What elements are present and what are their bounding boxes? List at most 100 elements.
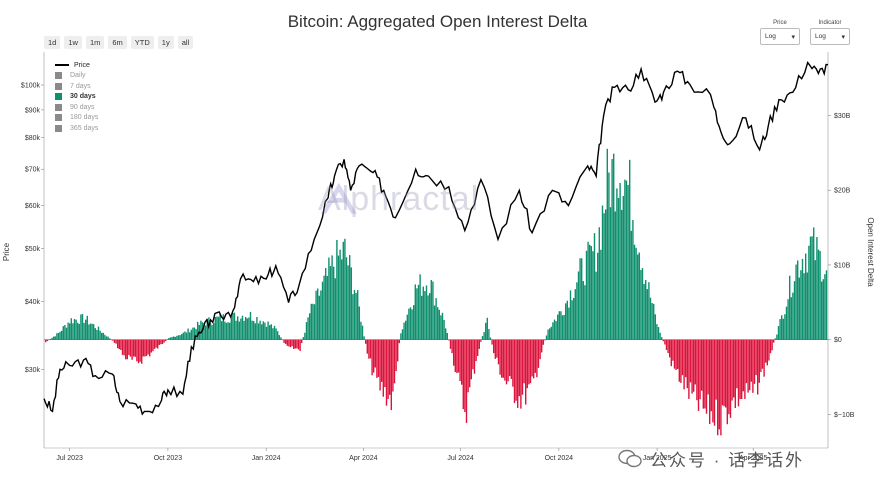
oi-delta-bar-negative	[478, 339, 480, 349]
oi-delta-bar-positive	[659, 332, 661, 340]
y-right-tick-label: $−10B	[834, 412, 855, 419]
oi-delta-bar-positive	[411, 309, 413, 340]
oi-delta-bar-negative	[142, 339, 144, 357]
oi-delta-bar-negative	[683, 339, 685, 390]
oi-delta-bar-positive	[270, 324, 272, 340]
oi-delta-bar-negative	[664, 339, 666, 345]
oi-delta-bar-positive	[587, 241, 589, 340]
oi-delta-bar-positive	[584, 285, 586, 340]
oi-delta-bar-positive	[801, 258, 804, 340]
oi-delta-bar-negative	[113, 339, 116, 343]
oi-delta-bar-negative	[480, 339, 482, 342]
oi-delta-bar-positive	[805, 253, 807, 340]
oi-delta-bar-positive	[784, 314, 786, 340]
oi-delta-bar-positive	[400, 333, 402, 340]
oi-delta-bar-positive	[280, 337, 282, 340]
oi-delta-bar-positive	[339, 249, 341, 340]
oi-delta-bar-negative	[760, 339, 762, 372]
chevron-down-icon: ▾	[841, 33, 845, 41]
oi-delta-bar-positive	[243, 320, 245, 340]
range-button-1y[interactable]: 1y	[157, 36, 174, 49]
oi-delta-bar-positive	[56, 333, 58, 340]
oi-delta-bar-positive	[305, 322, 308, 340]
oi-delta-bar-negative	[705, 339, 708, 414]
oi-delta-bar-positive	[808, 245, 810, 340]
oi-delta-bar-positive	[88, 324, 90, 340]
oi-delta-bar-positive	[261, 324, 263, 340]
oi-delta-bar-positive	[249, 311, 252, 340]
oi-delta-bar-negative	[120, 339, 122, 351]
oi-delta-bar-positive	[200, 320, 202, 340]
legend-item-daily[interactable]: Daily	[55, 71, 98, 82]
oi-delta-bar-negative	[395, 339, 397, 372]
oi-delta-bar-positive	[483, 332, 485, 340]
oi-delta-bar-negative	[149, 339, 151, 357]
legend-item-30-days[interactable]: 30 days	[55, 92, 98, 103]
oi-delta-bar-negative	[542, 339, 544, 345]
oi-delta-bar-negative	[673, 339, 676, 369]
oi-delta-bar-positive	[635, 247, 637, 340]
oi-delta-bar-positive	[89, 323, 92, 340]
range-button-all[interactable]: all	[177, 36, 194, 49]
oi-delta-bar-positive	[638, 252, 640, 340]
oi-delta-bar-negative	[757, 339, 759, 395]
oi-delta-bar-positive	[401, 329, 404, 340]
oi-delta-bar-negative	[457, 339, 460, 373]
legend-item-7-days[interactable]: 7 days	[55, 81, 98, 92]
oi-delta-bar-positive	[269, 325, 271, 340]
oi-delta-bar-positive	[216, 316, 218, 340]
range-button-ytd[interactable]: YTD	[130, 36, 154, 49]
range-selector: 1d 1w 1m 6m YTD 1y all	[44, 36, 194, 49]
oi-delta-bar-positive	[350, 267, 352, 340]
oi-delta-bar-positive	[624, 179, 626, 340]
oi-delta-bar-negative	[45, 339, 47, 343]
oi-delta-bar-positive	[169, 337, 172, 340]
range-button-1w[interactable]: 1w	[64, 36, 82, 49]
legend-item-180-days[interactable]: 180 days	[55, 113, 98, 124]
indicator-scale-dropdown[interactable]: Log ▾	[810, 28, 850, 45]
oi-delta-bar-negative	[736, 339, 738, 389]
oi-delta-bar-positive	[421, 295, 423, 340]
oi-delta-bar-negative	[709, 339, 711, 425]
oi-delta-bar-positive	[307, 317, 309, 340]
oi-delta-bar-negative	[681, 339, 684, 376]
legend-label: Daily	[70, 72, 86, 80]
oi-delta-bar-positive	[341, 259, 343, 340]
range-button-1d[interactable]: 1d	[44, 36, 61, 49]
oi-delta-bar-positive	[363, 336, 365, 340]
oi-delta-bar-negative	[721, 339, 724, 406]
legend-item-365-days[interactable]: 365 days	[55, 123, 98, 134]
oi-delta-bar-negative	[729, 339, 732, 418]
range-button-1m[interactable]: 1m	[85, 36, 105, 49]
y-left-tick-label: $90k	[25, 107, 41, 114]
oi-delta-bar-negative	[366, 339, 368, 354]
oi-delta-bar-positive	[256, 317, 258, 340]
legend-item-price[interactable]: Price	[55, 60, 98, 71]
oi-delta-bar-positive	[803, 273, 805, 340]
oi-delta-bar-negative	[737, 339, 740, 407]
oi-delta-bar-negative	[125, 339, 127, 360]
oi-delta-bar-negative	[520, 339, 522, 409]
oi-delta-bar-positive	[611, 159, 613, 340]
legend-item-90-days[interactable]: 90 days	[55, 102, 98, 113]
oi-delta-bar-negative	[507, 339, 509, 382]
oi-delta-bar-positive	[353, 289, 356, 340]
oi-delta-bar-positive	[779, 319, 781, 340]
y-left-tick-label: $100k	[21, 83, 41, 90]
oi-delta-bar-negative	[296, 339, 298, 349]
oi-delta-bar-negative	[536, 339, 538, 378]
oi-delta-bar-negative	[283, 339, 285, 343]
oi-delta-bar-positive	[262, 321, 264, 340]
oi-delta-bar-negative	[469, 339, 471, 388]
oi-delta-bar-positive	[62, 326, 64, 340]
x-tick-label: Apr 2025	[739, 455, 768, 462]
oi-delta-bar-positive	[181, 334, 183, 340]
x-tick-label: Jul 2024	[447, 455, 474, 462]
oi-delta-bar-positive	[606, 148, 608, 340]
range-button-6m[interactable]: 6m	[108, 36, 127, 49]
legend-swatch	[55, 93, 62, 101]
price-scale-dropdown[interactable]: Log ▾	[760, 28, 800, 45]
oi-delta-bar-negative	[133, 339, 135, 357]
oi-delta-bar-positive	[545, 335, 548, 340]
oi-delta-bar-positive	[427, 295, 429, 340]
